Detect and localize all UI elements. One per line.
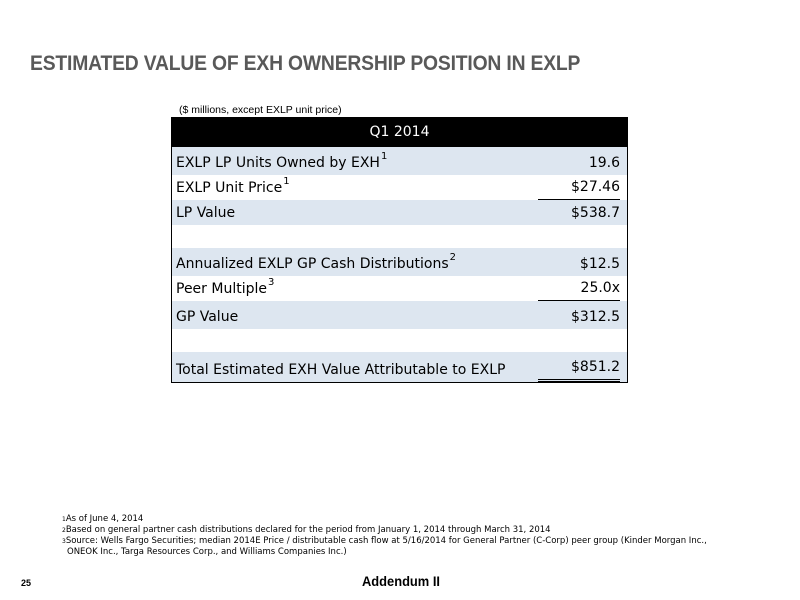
- footnote-ref: 3: [268, 277, 275, 288]
- row-label: LP Value: [176, 205, 236, 221]
- footnotes: 1As of June 4, 2014 2Based on general pa…: [62, 514, 762, 558]
- footnote-ref: 1: [283, 176, 290, 187]
- table-header: Q1 2014: [172, 118, 627, 147]
- table-row-unit-price: EXLP Unit Price1 $27.46: [172, 175, 627, 200]
- row-value: $538.7: [571, 205, 620, 221]
- table-row-lp-value: LP Value $538.7: [172, 200, 627, 225]
- table-row-lp-units: EXLP LP Units Owned by EXH1 19.6: [172, 147, 627, 175]
- page-title: ESTIMATED VALUE OF EXH OWNERSHIP POSITIO…: [30, 52, 581, 75]
- table-row-total: Total Estimated EXH Value Attributable t…: [172, 352, 627, 382]
- footnote-3-continued: ONEOK Inc., Targa Resources Corp., and W…: [67, 547, 347, 557]
- row-value: $312.5: [571, 309, 620, 325]
- table-row-gp-value: GP Value $312.5: [172, 301, 627, 329]
- footnote-ref: 1: [380, 151, 388, 162]
- table-row-spacer: [172, 329, 627, 352]
- section-label: Addendum II: [362, 573, 440, 589]
- page-number: 25: [21, 578, 32, 588]
- footnote-ref: 2: [449, 252, 457, 263]
- table-row-peer-multiple: Peer Multiple3 25.0x: [172, 276, 627, 301]
- table-row-gp-distributions: Annualized EXLP GP Cash Distributions2 $…: [172, 248, 627, 276]
- row-value: $12.5: [579, 256, 620, 272]
- row-label: Total Estimated EXH Value Attributable t…: [176, 362, 506, 378]
- row-label: GP Value: [176, 309, 239, 325]
- row-label: EXLP Unit Price1: [176, 176, 290, 196]
- row-value: $851.2: [538, 359, 620, 382]
- row-label: Annualized EXLP GP Cash Distributions2: [176, 252, 457, 272]
- row-label: EXLP LP Units Owned by EXH1: [176, 151, 388, 171]
- valuation-table: Q1 2014 EXLP LP Units Owned by EXH1 19.6…: [171, 117, 628, 383]
- row-label: Peer Multiple3: [176, 277, 275, 297]
- row-value: 25.0x: [538, 280, 620, 301]
- row-value: $27.46: [538, 179, 620, 200]
- footnote-3: 3Source: Wells Fargo Securities; median …: [62, 536, 707, 546]
- footnote-2: 2Based on general partner cash distribut…: [62, 525, 551, 535]
- table-row-spacer: [172, 225, 627, 248]
- footnote-1: 1As of June 4, 2014: [62, 514, 144, 524]
- units-note: ($ millions, except EXLP unit price): [179, 104, 342, 116]
- row-value: 19.6: [588, 155, 620, 171]
